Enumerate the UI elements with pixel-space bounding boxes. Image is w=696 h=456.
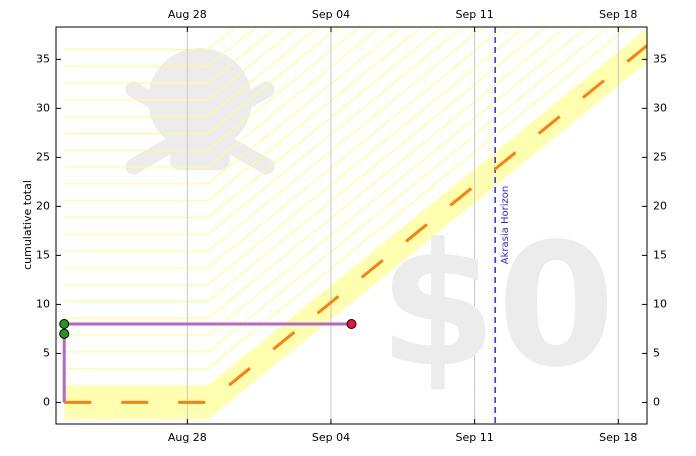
y-axis-label: cumulative total xyxy=(21,180,34,270)
y-tick-label: 10 xyxy=(36,297,50,310)
y-tick-label: 25 xyxy=(36,150,50,163)
guide-line xyxy=(64,27,381,168)
y-tick-label: 35 xyxy=(36,52,50,65)
guide-line xyxy=(64,27,402,185)
x-tick-label: Sep 18 xyxy=(599,8,637,21)
y-tick-label: 15 xyxy=(653,248,667,261)
x-tick-label: Sep 04 xyxy=(312,431,350,444)
guide-line xyxy=(64,27,361,151)
data-point xyxy=(59,319,70,330)
skull-watermark xyxy=(125,48,275,175)
x-tick-label: Sep 18 xyxy=(599,431,637,444)
background xyxy=(64,27,647,424)
y-tick-label: 15 xyxy=(36,248,50,261)
y-tick-label: 0 xyxy=(653,395,660,408)
guide-line xyxy=(64,27,278,84)
guide-line xyxy=(64,27,464,235)
watermark: $0 xyxy=(379,207,616,405)
y-tick-label: 0 xyxy=(43,395,50,408)
plot-frame xyxy=(55,26,648,425)
y-tick-label: 10 xyxy=(653,297,667,310)
y-tick-label: 20 xyxy=(36,199,50,212)
guide-line xyxy=(64,27,568,319)
y-tick-label: 5 xyxy=(653,346,660,359)
y-tick-label: 30 xyxy=(36,101,50,114)
guide-line xyxy=(64,27,257,67)
guide-line xyxy=(64,27,630,370)
y-tick-label: 20 xyxy=(653,199,667,212)
guide-line xyxy=(64,27,237,50)
x-tick-label: Aug 28 xyxy=(168,431,207,444)
guide-line xyxy=(64,27,547,302)
guide-line xyxy=(64,27,444,218)
akrasia-label: Akrasia Horizon xyxy=(500,186,511,264)
y-tick-label: 30 xyxy=(653,101,667,114)
data-point xyxy=(346,319,357,330)
x-tick-label: Sep 04 xyxy=(312,8,350,21)
road-line xyxy=(64,44,647,404)
guide-line xyxy=(64,27,299,101)
data-point xyxy=(59,328,70,339)
y-tick-label: 5 xyxy=(43,346,50,359)
guide-line xyxy=(64,27,588,336)
guide-line xyxy=(64,27,506,269)
x-tick-label: Aug 28 xyxy=(168,8,207,21)
y-tick-label: 35 xyxy=(653,52,667,65)
y-tick-label: 25 xyxy=(653,150,667,163)
guide-line xyxy=(64,27,485,252)
guide-line xyxy=(64,27,526,286)
x-tick-label: Sep 11 xyxy=(456,8,494,21)
guide-line xyxy=(64,27,340,134)
x-tick-label: Sep 11 xyxy=(456,431,494,444)
guide-line xyxy=(64,27,423,202)
guide-line xyxy=(64,27,609,353)
guide-line xyxy=(64,27,319,118)
